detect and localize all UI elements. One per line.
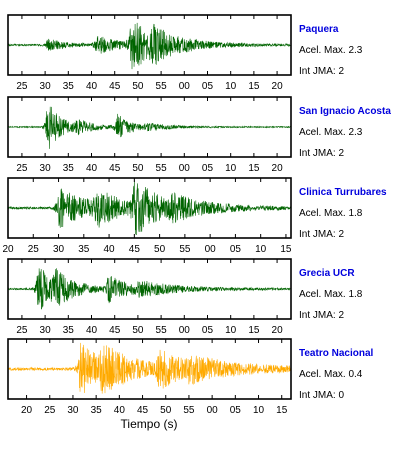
int-jma-label: Int JMA: 2 (299, 148, 344, 159)
panel-frame (7, 14, 292, 76)
acel-max-label: Acel. Max. 2.3 (299, 45, 363, 56)
int-jma-label: Int JMA: 0 (299, 390, 344, 401)
x-tick-label: 00 (205, 244, 217, 255)
station-name: San Ignacio Acosta (299, 106, 391, 117)
x-tick-label: 50 (132, 81, 144, 92)
station-name: Clinica Turrubares (299, 187, 387, 198)
x-tick-label: 20 (21, 405, 33, 416)
x-tick-label: 05 (202, 163, 214, 174)
x-tick-label: 50 (154, 244, 166, 255)
x-tick-label: 45 (109, 325, 121, 336)
x-tick-label: 55 (183, 405, 195, 416)
acel-max-label: Acel. Max. 1.8 (299, 208, 363, 219)
waveform-trace (7, 22, 292, 70)
x-tick-label: 45 (109, 81, 121, 92)
x-tick-label: 20 (272, 81, 284, 92)
x-tick-label: 00 (179, 325, 191, 336)
x-tick-label: 55 (156, 81, 168, 92)
x-tick-label: 20 (2, 244, 14, 255)
x-tick-label: 35 (63, 81, 75, 92)
x-tick-label: 25 (16, 325, 28, 336)
x-tick-label: 40 (114, 405, 126, 416)
int-jma-label: Int JMA: 2 (299, 66, 344, 77)
x-tick-label: 20 (272, 163, 284, 174)
acel-max-label: Acel. Max. 0.4 (299, 369, 363, 380)
panel-frame (7, 177, 292, 239)
x-tick-label: 25 (16, 81, 28, 92)
x-tick-label: 55 (179, 244, 191, 255)
x-tick-label: 25 (28, 244, 40, 255)
panel-frame (7, 338, 292, 400)
x-tick-label: 00 (179, 163, 191, 174)
station-name: Grecia UCR (299, 268, 355, 279)
panel-frame (7, 96, 292, 158)
x-tick-label: 10 (253, 405, 265, 416)
x-tick-label: 50 (160, 405, 172, 416)
x-tick-label: 35 (78, 244, 90, 255)
x-tick-label: 35 (91, 405, 103, 416)
x-tick-label: 40 (86, 163, 98, 174)
x-tick-label: 45 (137, 405, 149, 416)
x-tick-label: 30 (67, 405, 79, 416)
x-tick-label: 10 (225, 325, 237, 336)
waveform-trace (7, 106, 292, 149)
x-tick-label: 45 (109, 163, 121, 174)
panel-frame (7, 258, 292, 320)
x-tick-label: 30 (53, 244, 65, 255)
acel-max-label: Acel. Max. 1.8 (299, 289, 363, 300)
waveform-trace (7, 268, 292, 310)
x-tick-label: 00 (179, 81, 191, 92)
x-tick-label: 10 (225, 163, 237, 174)
x-tick-label: 10 (225, 81, 237, 92)
int-jma-label: Int JMA: 2 (299, 310, 344, 321)
x-tick-label: 40 (86, 81, 98, 92)
x-tick-label: 20 (272, 325, 284, 336)
x-tick-label: 15 (248, 325, 260, 336)
x-tick-label: 30 (40, 163, 52, 174)
x-tick-label: 10 (255, 244, 267, 255)
x-tick-label: 30 (40, 325, 52, 336)
station-name: Paquera (299, 24, 339, 35)
x-tick-label: 45 (129, 244, 141, 255)
acel-max-label: Acel. Max. 2.3 (299, 127, 363, 138)
x-tick-label: 15 (248, 81, 260, 92)
x-tick-label: 05 (202, 81, 214, 92)
x-tick-label: 30 (40, 81, 52, 92)
x-tick-label: 50 (132, 325, 144, 336)
x-tick-label: 05 (202, 325, 214, 336)
x-tick-label: 05 (230, 405, 242, 416)
x-tick-label: 50 (132, 163, 144, 174)
int-jma-label: Int JMA: 2 (299, 229, 344, 240)
x-tick-label: 15 (280, 244, 292, 255)
x-tick-label: 40 (86, 325, 98, 336)
x-tick-label: 15 (276, 405, 288, 416)
x-tick-label: 00 (207, 405, 219, 416)
x-tick-label: 55 (156, 163, 168, 174)
x-axis-label: Tiempo (s) (121, 417, 178, 431)
x-tick-label: 55 (156, 325, 168, 336)
waveform-trace (7, 342, 292, 394)
x-tick-label: 15 (248, 163, 260, 174)
station-name: Teatro Nacional (299, 348, 373, 359)
waveform-trace (7, 180, 292, 236)
x-tick-label: 40 (104, 244, 116, 255)
x-tick-label: 35 (63, 325, 75, 336)
x-tick-label: 35 (63, 163, 75, 174)
x-tick-label: 25 (44, 405, 56, 416)
x-tick-label: 25 (16, 163, 28, 174)
x-tick-label: 05 (230, 244, 242, 255)
